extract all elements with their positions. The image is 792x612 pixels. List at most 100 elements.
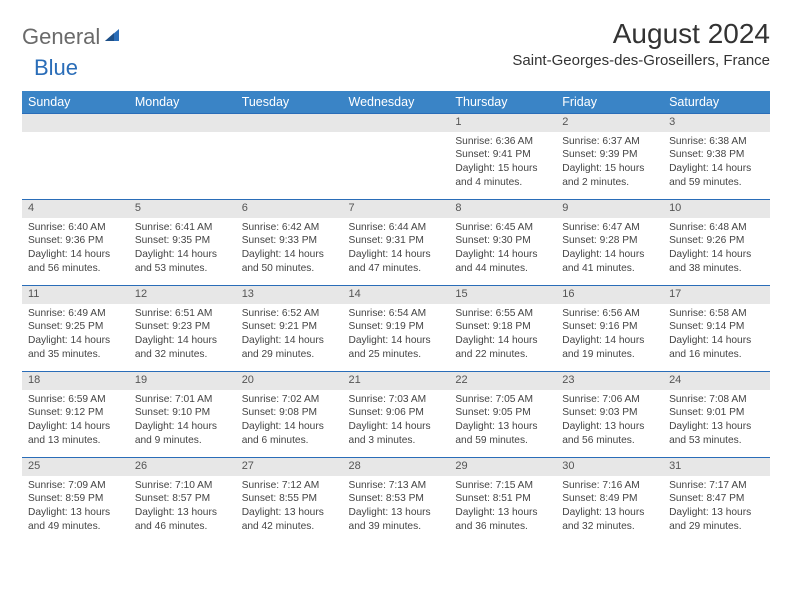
sunrise-text: Sunrise: 6:51 AM bbox=[135, 307, 230, 321]
daylight-text-1: Daylight: 14 hours bbox=[28, 420, 123, 434]
sunset-text: Sunset: 9:14 PM bbox=[669, 320, 764, 334]
day-number-cell: 24 bbox=[663, 372, 770, 390]
sunrise-text: Sunrise: 7:03 AM bbox=[349, 393, 444, 407]
day-number-cell: 18 bbox=[22, 372, 129, 390]
sunrise-text: Sunrise: 6:54 AM bbox=[349, 307, 444, 321]
day-number-cell: 22 bbox=[449, 372, 556, 390]
daylight-text-2: and 25 minutes. bbox=[349, 348, 444, 362]
day-body-cell: Sunrise: 7:05 AMSunset: 9:05 PMDaylight:… bbox=[449, 390, 556, 458]
daylight-text-2: and 42 minutes. bbox=[242, 520, 337, 534]
sunset-text: Sunset: 9:16 PM bbox=[562, 320, 657, 334]
daylight-text-2: and 2 minutes. bbox=[562, 176, 657, 190]
day-number-cell: 5 bbox=[129, 200, 236, 218]
logo-icon bbox=[104, 26, 122, 49]
day-body-cell: Sunrise: 6:41 AMSunset: 9:35 PMDaylight:… bbox=[129, 218, 236, 286]
logo-text-blue: Blue bbox=[34, 55, 78, 81]
sunrise-text: Sunrise: 6:52 AM bbox=[242, 307, 337, 321]
daylight-text-2: and 19 minutes. bbox=[562, 348, 657, 362]
logo-text-general: General bbox=[22, 24, 100, 50]
daylight-text-2: and 36 minutes. bbox=[455, 520, 550, 534]
day-number-cell: 26 bbox=[129, 458, 236, 476]
weekday-thursday: Thursday bbox=[449, 91, 556, 114]
day-body-row: Sunrise: 6:49 AMSunset: 9:25 PMDaylight:… bbox=[22, 304, 770, 372]
sunset-text: Sunset: 9:31 PM bbox=[349, 234, 444, 248]
sunrise-text: Sunrise: 7:15 AM bbox=[455, 479, 550, 493]
sunset-text: Sunset: 9:10 PM bbox=[135, 406, 230, 420]
daylight-text-2: and 50 minutes. bbox=[242, 262, 337, 276]
daylight-text-1: Daylight: 14 hours bbox=[135, 248, 230, 262]
month-title: August 2024 bbox=[512, 18, 770, 50]
sunrise-text: Sunrise: 6:49 AM bbox=[28, 307, 123, 321]
sunrise-text: Sunrise: 6:45 AM bbox=[455, 221, 550, 235]
day-body-cell: Sunrise: 6:48 AMSunset: 9:26 PMDaylight:… bbox=[663, 218, 770, 286]
day-body-cell: Sunrise: 7:12 AMSunset: 8:55 PMDaylight:… bbox=[236, 476, 343, 544]
sunrise-text: Sunrise: 7:02 AM bbox=[242, 393, 337, 407]
daylight-text-2: and 16 minutes. bbox=[669, 348, 764, 362]
sunrise-text: Sunrise: 6:36 AM bbox=[455, 135, 550, 149]
day-body-cell: Sunrise: 6:49 AMSunset: 9:25 PMDaylight:… bbox=[22, 304, 129, 372]
day-number-cell: 11 bbox=[22, 286, 129, 304]
sunrise-text: Sunrise: 7:05 AM bbox=[455, 393, 550, 407]
sunrise-text: Sunrise: 6:38 AM bbox=[669, 135, 764, 149]
sunrise-text: Sunrise: 7:06 AM bbox=[562, 393, 657, 407]
weekday-friday: Friday bbox=[556, 91, 663, 114]
daylight-text-1: Daylight: 14 hours bbox=[562, 334, 657, 348]
daylight-text-1: Daylight: 13 hours bbox=[562, 506, 657, 520]
day-number-cell: 6 bbox=[236, 200, 343, 218]
day-number-cell: 2 bbox=[556, 114, 663, 132]
sunset-text: Sunset: 9:36 PM bbox=[28, 234, 123, 248]
day-body-cell: Sunrise: 7:13 AMSunset: 8:53 PMDaylight:… bbox=[343, 476, 450, 544]
daylight-text-2: and 41 minutes. bbox=[562, 262, 657, 276]
sunset-text: Sunset: 9:33 PM bbox=[242, 234, 337, 248]
daylight-text-1: Daylight: 13 hours bbox=[455, 420, 550, 434]
day-body-row: Sunrise: 6:59 AMSunset: 9:12 PMDaylight:… bbox=[22, 390, 770, 458]
sunset-text: Sunset: 9:41 PM bbox=[455, 148, 550, 162]
sunrise-text: Sunrise: 6:40 AM bbox=[28, 221, 123, 235]
day-body-row: Sunrise: 6:40 AMSunset: 9:36 PM Daylight:… bbox=[22, 218, 770, 286]
day-body-cell: Sunrise: 7:02 AMSunset: 9:08 PMDaylight:… bbox=[236, 390, 343, 458]
day-number-row: 11121314151617 bbox=[22, 286, 770, 304]
day-body-row: Sunrise: 7:09 AMSunset: 8:59 PMDaylight:… bbox=[22, 476, 770, 544]
day-number-cell: 29 bbox=[449, 458, 556, 476]
daylight-text-2: and 32 minutes. bbox=[135, 348, 230, 362]
daylight-text-1: Daylight: 14 hours bbox=[455, 334, 550, 348]
daylight-text-2: and 13 minutes. bbox=[28, 434, 123, 448]
sunrise-text: Sunrise: 6:55 AM bbox=[455, 307, 550, 321]
daylight-text-2: and 4 minutes. bbox=[455, 176, 550, 190]
sunrise-text: Sunrise: 6:41 AM bbox=[135, 221, 230, 235]
sunset-text: Sunset: 9:12 PM bbox=[28, 406, 123, 420]
day-body-cell bbox=[236, 132, 343, 200]
daylight-text-2: and 44 minutes. bbox=[455, 262, 550, 276]
day-number-row: 18192021222324 bbox=[22, 372, 770, 390]
day-body-cell: Sunrise: 7:15 AMSunset: 8:51 PMDaylight:… bbox=[449, 476, 556, 544]
sunrise-text: Sunrise: 6:42 AM bbox=[242, 221, 337, 235]
sunset-text: Sunset: 9:35 PM bbox=[135, 234, 230, 248]
sunset-text: Sunset: 8:49 PM bbox=[562, 492, 657, 506]
day-number-cell: 23 bbox=[556, 372, 663, 390]
day-number-cell: 21 bbox=[343, 372, 450, 390]
day-number-cell: 30 bbox=[556, 458, 663, 476]
daylight-text-1: Daylight: 14 hours bbox=[242, 248, 337, 262]
day-number-cell bbox=[22, 114, 129, 132]
day-body-cell: Sunrise: 6:45 AMSunset: 9:30 PMDaylight:… bbox=[449, 218, 556, 286]
sunset-text: Sunset: 9:03 PM bbox=[562, 406, 657, 420]
day-body-cell: Sunrise: 6:42 AMSunset: 9:33 PMDaylight:… bbox=[236, 218, 343, 286]
day-body-cell bbox=[343, 132, 450, 200]
sunrise-text: Sunrise: 6:37 AM bbox=[562, 135, 657, 149]
daylight-text-1: Daylight: 15 hours bbox=[562, 162, 657, 176]
daylight-text-1: Daylight: 13 hours bbox=[242, 506, 337, 520]
daylight-text-2: and 29 minutes. bbox=[669, 520, 764, 534]
day-number-row: 123 bbox=[22, 114, 770, 132]
daylight-text-1: Daylight: 13 hours bbox=[669, 506, 764, 520]
daylight-text-2: and 9 minutes. bbox=[135, 434, 230, 448]
day-body-cell: Sunrise: 6:58 AMSunset: 9:14 PMDaylight:… bbox=[663, 304, 770, 372]
day-number-cell: 19 bbox=[129, 372, 236, 390]
day-body-cell bbox=[129, 132, 236, 200]
sunset-text: Sunset: 9:30 PM bbox=[455, 234, 550, 248]
day-number-cell bbox=[236, 114, 343, 132]
day-body-row: Sunrise: 6:36 AMSunset: 9:41 PM Daylight:… bbox=[22, 132, 770, 200]
sunset-text: Sunset: 9:01 PM bbox=[669, 406, 764, 420]
sunrise-text: Sunrise: 7:08 AM bbox=[669, 393, 764, 407]
sunset-text: Sunset: 9:23 PM bbox=[135, 320, 230, 334]
sunset-text: Sunset: 9:06 PM bbox=[349, 406, 444, 420]
